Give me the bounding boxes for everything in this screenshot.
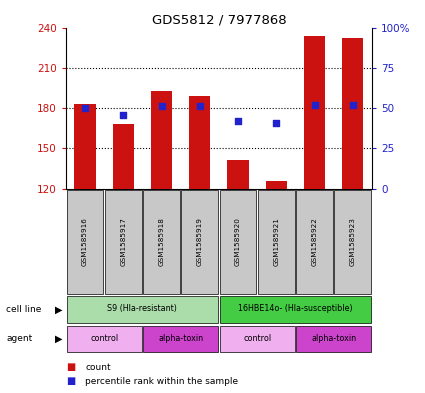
Point [196,103,203,110]
Bar [67,296,218,323]
Bar [220,326,295,352]
Bar [266,180,287,189]
Text: count: count [85,363,110,372]
Point [311,102,318,108]
Bar [220,190,256,294]
Text: alpha-toxin: alpha-toxin [158,334,203,343]
Text: ▶: ▶ [55,334,63,344]
Bar [304,35,325,189]
Bar [67,190,103,294]
Text: GSM1585918: GSM1585918 [159,217,164,266]
Bar [342,38,363,189]
Bar [189,96,210,189]
Text: GSM1585922: GSM1585922 [312,217,317,266]
Text: ■: ■ [66,376,75,386]
Text: GSM1585921: GSM1585921 [273,217,279,266]
Text: control: control [243,334,271,343]
Text: S9 (Hla-resistant): S9 (Hla-resistant) [108,305,177,313]
Bar [296,326,371,352]
Text: 16HBE14o- (Hla-susceptible): 16HBE14o- (Hla-susceptible) [238,305,353,313]
Point [120,111,127,118]
Point [235,118,241,124]
Text: GSM1585917: GSM1585917 [120,217,126,266]
Bar [143,190,180,294]
Text: ■: ■ [66,362,75,373]
Text: GSM1585916: GSM1585916 [82,217,88,266]
Point [349,102,356,108]
Point [273,119,280,126]
Text: GSM1585920: GSM1585920 [235,217,241,266]
Bar [67,326,142,352]
Point [82,105,88,111]
Text: alpha-toxin: alpha-toxin [311,334,356,343]
Bar [105,190,142,294]
Bar [258,190,295,294]
Text: percentile rank within the sample: percentile rank within the sample [85,377,238,386]
Bar [113,124,134,189]
Bar [227,160,249,189]
Text: agent: agent [6,334,33,343]
Text: ▶: ▶ [55,305,63,314]
Bar [74,104,96,189]
Text: cell line: cell line [6,305,42,314]
Text: GSM1585923: GSM1585923 [350,217,356,266]
Bar [143,326,218,352]
Bar [151,91,172,189]
Bar [334,190,371,294]
Text: control: control [90,334,118,343]
Title: GDS5812 / 7977868: GDS5812 / 7977868 [152,13,286,26]
Bar [181,190,218,294]
Text: GSM1585919: GSM1585919 [197,217,203,266]
Bar [296,190,333,294]
Bar [220,296,371,323]
Point [158,103,165,110]
